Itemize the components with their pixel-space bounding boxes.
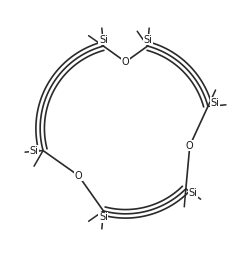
Text: Si: Si [142,35,152,45]
Text: Si: Si [98,212,108,222]
Text: Si: Si [210,98,218,108]
Text: O: O [185,141,193,151]
Text: O: O [121,57,129,67]
Text: Si: Si [30,146,38,156]
Text: Si: Si [98,35,108,45]
Text: Si: Si [188,188,196,198]
Text: O: O [74,171,82,180]
